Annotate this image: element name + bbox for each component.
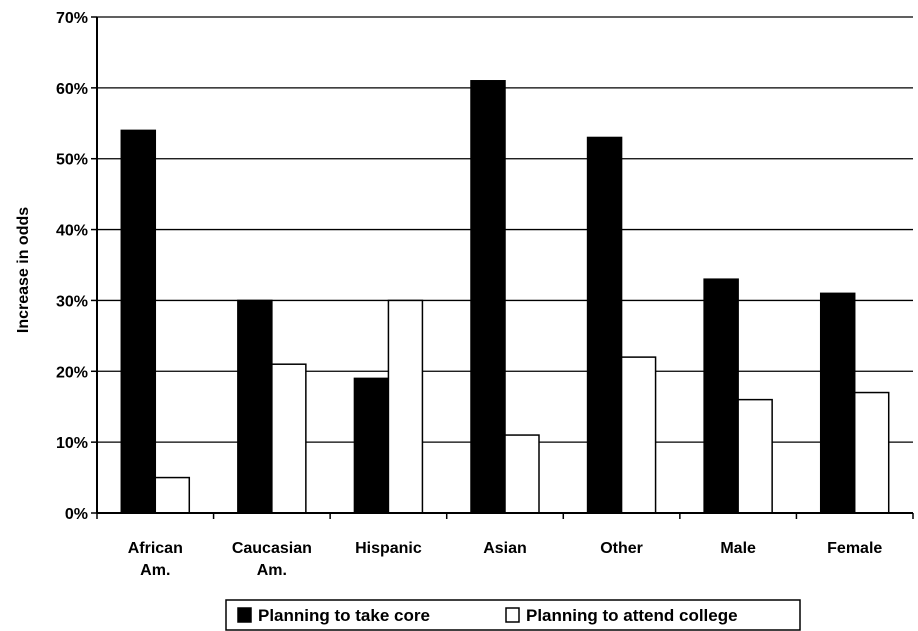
x-category-label: African Am.: [128, 540, 183, 579]
bar-college: [154, 476, 191, 514]
bar-college: [620, 356, 657, 514]
x-category-label: Hispanic: [355, 540, 422, 557]
y-tick-label: 30%: [56, 293, 88, 310]
y-tick-label: 0%: [65, 506, 88, 523]
bar-core: [120, 129, 157, 514]
y-axis-title: Increase in odds: [15, 207, 32, 333]
bar-core: [703, 278, 739, 514]
bar-college: [504, 434, 540, 514]
legend-label: Planning to take core: [258, 606, 430, 625]
y-tick-label: 70%: [56, 10, 88, 27]
legend: Planning to take core Planning to attend …: [225, 599, 801, 631]
bar-core: [470, 80, 506, 514]
x-category-label: Other: [600, 540, 643, 557]
axes: [96, 17, 914, 519]
y-tick-label: 20%: [56, 364, 88, 381]
x-category-label: Female: [827, 540, 882, 557]
bar-college: [271, 363, 307, 514]
y-tick-labels: 0% 10% 20% 30% 40% 50% 60% 70%: [56, 10, 97, 523]
bar-core: [353, 377, 390, 514]
legend-swatch: [505, 607, 520, 623]
bar-college: [853, 391, 890, 514]
y-tick-label: 10%: [56, 435, 88, 452]
bar-core: [819, 292, 856, 514]
bar-college: [737, 398, 773, 514]
bar-college: [387, 299, 424, 514]
y-tick-label: 40%: [56, 223, 88, 240]
x-category-label: Caucasian Am.: [232, 540, 312, 579]
bar-core: [586, 136, 623, 514]
x-category-label: Asian: [483, 540, 527, 557]
x-tick-labels: African Am. Caucasian Am. Hispanic Asian Other…: [128, 540, 883, 579]
y-tick-label: 60%: [56, 81, 88, 98]
legend-label: Planning to attend college: [526, 606, 738, 625]
x-category-label: Male: [720, 540, 756, 557]
y-tick-label: 50%: [56, 152, 88, 169]
bars: [120, 80, 890, 514]
bar-core: [237, 299, 273, 514]
legend-swatch: [237, 607, 252, 623]
